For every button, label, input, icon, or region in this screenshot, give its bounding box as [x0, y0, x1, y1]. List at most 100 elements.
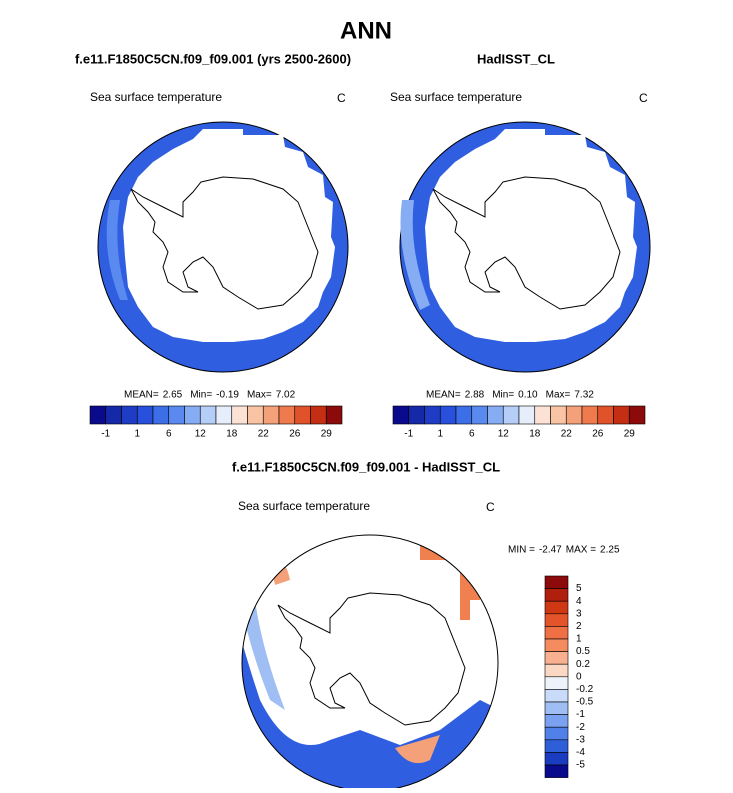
colorbar-box	[247, 405, 264, 425]
colorbar-box	[278, 405, 296, 425]
colorbar-box	[424, 405, 441, 425]
colorbar-label: 6	[469, 429, 475, 440]
colorbar-label: 22	[561, 429, 573, 440]
colorbar-box	[544, 714, 569, 728]
colorbar-box	[544, 701, 569, 715]
colorbar-label: -0.2	[576, 684, 594, 695]
colorbar-box	[294, 405, 311, 425]
polar-map	[399, 121, 651, 373]
colorbar-label: 3	[576, 608, 582, 619]
colorbar-box	[597, 405, 614, 425]
colorbar-box	[408, 405, 425, 425]
colorbar-box	[544, 663, 569, 678]
panel-title: HadISST_CL	[477, 51, 555, 66]
colorbar-label: -2	[576, 722, 585, 733]
stat-value: 7.32	[574, 390, 594, 401]
colorbar-label: 0.5	[576, 646, 590, 657]
colorbar-box	[471, 405, 488, 425]
colorbar-box	[392, 405, 410, 425]
stat-label: Min=	[492, 390, 514, 401]
colorbar-label: -0.5	[576, 697, 594, 708]
colorbar-label: 18	[226, 429, 238, 440]
colorbar-label: -1	[404, 429, 413, 440]
colorbar-box	[121, 405, 138, 425]
colorbar-label: 29	[624, 429, 636, 440]
colorbar-label: 18	[529, 429, 541, 440]
colorbar-label: 12	[195, 429, 207, 440]
colorbar-box	[487, 405, 504, 425]
colorbar-label: 6	[166, 429, 172, 440]
colorbar-label: 2	[576, 621, 582, 632]
units-label: C	[337, 91, 346, 105]
colorbar-box	[544, 613, 569, 627]
colorbar-box	[544, 752, 569, 766]
figure-title: ANN	[340, 17, 392, 44]
stat-value: 7.02	[276, 390, 296, 401]
stat-label: Max=	[247, 390, 272, 401]
variable-label: Sea surface temperature	[390, 90, 522, 104]
colorbar-box	[89, 405, 107, 425]
colorbar-box	[262, 405, 280, 425]
colorbar-box	[502, 405, 520, 425]
colorbar-box	[518, 405, 536, 425]
units-label: C	[486, 500, 495, 514]
colorbar-box	[310, 405, 327, 425]
colorbar-box	[544, 638, 569, 652]
colorbar-box	[544, 651, 569, 665]
panel-title: f.e11.F1850C5CN.f09_f09.001 - HadISST_CL	[232, 459, 500, 474]
colorbar-label: 22	[258, 429, 270, 440]
colorbar-box	[152, 405, 170, 425]
colorbar-box	[581, 405, 599, 425]
colorbar-box	[105, 405, 122, 425]
colorbar-label: 1	[576, 634, 582, 645]
colorbar-label: 4	[576, 596, 582, 607]
colorbar-label: 26	[289, 429, 301, 440]
colorbar-box	[534, 405, 551, 425]
stat-value: 0.10	[518, 390, 538, 401]
colorbar-box	[550, 405, 567, 425]
stat-value: 2.25	[600, 545, 620, 556]
colorbar-box	[628, 405, 646, 425]
colorbar-box	[136, 405, 154, 425]
colorbar-label: 1	[134, 429, 140, 440]
colorbar-box	[544, 764, 569, 778]
stat-value: -2.47	[539, 545, 562, 556]
units-label: C	[639, 91, 648, 105]
stat-label: Min=	[190, 390, 212, 401]
stat-label: MIN =	[508, 545, 535, 556]
colorbar-label: -1	[101, 429, 110, 440]
colorbar-box	[168, 405, 185, 425]
colorbar-box	[544, 575, 569, 589]
colorbar-box	[565, 405, 583, 425]
colorbar-box	[544, 588, 569, 602]
colorbar-label: 26	[592, 429, 604, 440]
stat-value: 2.88	[465, 390, 485, 401]
stat-value: -0.19	[216, 390, 239, 401]
stat-label: MAX =	[566, 545, 596, 556]
colorbar-label: 12	[498, 429, 510, 440]
colorbar-box	[544, 689, 569, 703]
polar-map	[97, 121, 349, 373]
colorbar-label: 5	[576, 583, 582, 594]
colorbar-box	[544, 726, 569, 741]
colorbar-label: 1	[437, 429, 443, 440]
colorbar-box	[544, 600, 569, 615]
polar-map	[241, 534, 499, 792]
panel-title: f.e11.F1850C5CN.f09_f09.001 (yrs 2500-26…	[75, 51, 351, 66]
stat-label: Max=	[546, 390, 571, 401]
colorbar-label: -1	[576, 709, 585, 720]
colorbar-box	[439, 405, 457, 425]
colorbar-label: 0.2	[576, 659, 590, 670]
colorbar-label: -4	[576, 747, 585, 758]
colorbar-box	[455, 405, 473, 425]
colorbar-label: -3	[576, 734, 585, 745]
variable-label: Sea surface temperature	[90, 90, 222, 104]
colorbar-box	[613, 405, 630, 425]
colorbar-box	[215, 405, 233, 425]
colorbar-label: 29	[321, 429, 333, 440]
colorbar-box	[231, 405, 248, 425]
colorbar-box	[199, 405, 217, 425]
colorbar-box	[544, 676, 569, 690]
colorbar-box	[544, 626, 569, 640]
